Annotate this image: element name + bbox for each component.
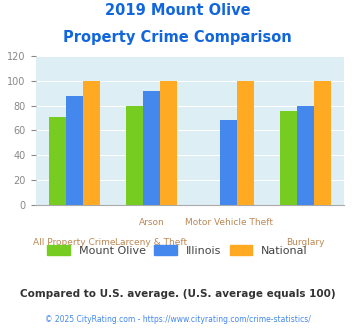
Text: Arson: Arson [138,218,164,227]
Bar [49,117,66,205]
Text: Motor Vehicle Theft: Motor Vehicle Theft [185,218,273,227]
Bar [126,106,143,205]
Bar [143,91,160,205]
Text: © 2025 CityRating.com - https://www.cityrating.com/crime-statistics/: © 2025 CityRating.com - https://www.city… [45,315,310,324]
Bar [237,81,254,205]
Bar [160,81,177,205]
Text: All Property Crime: All Property Crime [33,238,115,247]
Bar [297,106,314,205]
Bar [314,81,331,205]
Text: Larceny & Theft: Larceny & Theft [115,238,187,247]
Bar [220,120,237,205]
Bar [66,96,83,205]
Legend: Mount Olive, Illinois, National: Mount Olive, Illinois, National [43,241,312,260]
Text: Compared to U.S. average. (U.S. average equals 100): Compared to U.S. average. (U.S. average … [20,289,335,299]
Text: Property Crime Comparison: Property Crime Comparison [63,30,292,45]
Text: Burglary: Burglary [286,238,325,247]
Bar [280,111,297,205]
Bar [83,81,100,205]
Text: 2019 Mount Olive: 2019 Mount Olive [105,3,250,18]
